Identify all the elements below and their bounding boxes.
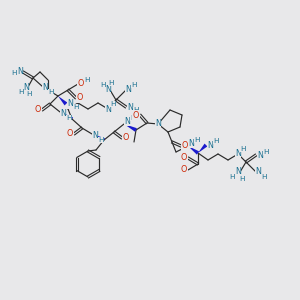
- Text: H: H: [26, 91, 32, 97]
- Text: N: N: [235, 149, 241, 158]
- Text: H: H: [213, 138, 219, 144]
- Text: H: H: [66, 115, 72, 121]
- Polygon shape: [124, 124, 137, 132]
- Text: H: H: [84, 77, 90, 83]
- Text: O: O: [181, 166, 187, 175]
- Text: H: H: [11, 70, 17, 76]
- Text: H: H: [239, 176, 245, 182]
- Text: N: N: [257, 151, 263, 160]
- Text: H: H: [263, 149, 269, 155]
- Text: O: O: [35, 106, 41, 115]
- Text: N: N: [207, 140, 213, 149]
- Text: N: N: [60, 110, 66, 118]
- Text: N: N: [23, 83, 29, 92]
- Polygon shape: [60, 112, 73, 121]
- Text: N: N: [255, 167, 261, 176]
- Text: O: O: [67, 130, 73, 139]
- Text: H: H: [108, 80, 114, 86]
- Text: N: N: [105, 104, 111, 113]
- Text: H: H: [98, 137, 104, 143]
- Text: O: O: [133, 110, 139, 119]
- Text: N: N: [155, 119, 161, 128]
- Text: N: N: [105, 85, 111, 94]
- Text: H: H: [261, 174, 267, 180]
- Text: N: N: [67, 100, 73, 109]
- Text: H: H: [133, 107, 139, 113]
- Text: H: H: [100, 82, 106, 88]
- Polygon shape: [92, 134, 105, 142]
- Text: H: H: [131, 82, 137, 88]
- Text: N: N: [235, 167, 241, 176]
- Polygon shape: [188, 146, 199, 154]
- Text: O: O: [182, 142, 188, 151]
- Text: H: H: [18, 89, 24, 95]
- Text: H: H: [194, 137, 200, 143]
- Text: H: H: [73, 104, 79, 110]
- Text: H: H: [110, 101, 116, 107]
- Text: N: N: [188, 139, 194, 148]
- Text: N: N: [125, 85, 131, 94]
- Text: N: N: [17, 68, 23, 76]
- Text: O: O: [78, 80, 84, 88]
- Text: N: N: [127, 103, 133, 112]
- Text: H: H: [130, 115, 136, 121]
- Text: N: N: [42, 83, 48, 92]
- Text: N: N: [124, 116, 130, 125]
- Text: O: O: [77, 94, 83, 103]
- Text: H: H: [229, 174, 235, 180]
- Text: N: N: [92, 131, 98, 140]
- Text: O: O: [123, 134, 129, 142]
- Polygon shape: [198, 144, 207, 153]
- Text: O: O: [181, 154, 187, 163]
- Polygon shape: [58, 96, 68, 105]
- Text: H: H: [48, 89, 54, 95]
- Text: H: H: [240, 146, 246, 152]
